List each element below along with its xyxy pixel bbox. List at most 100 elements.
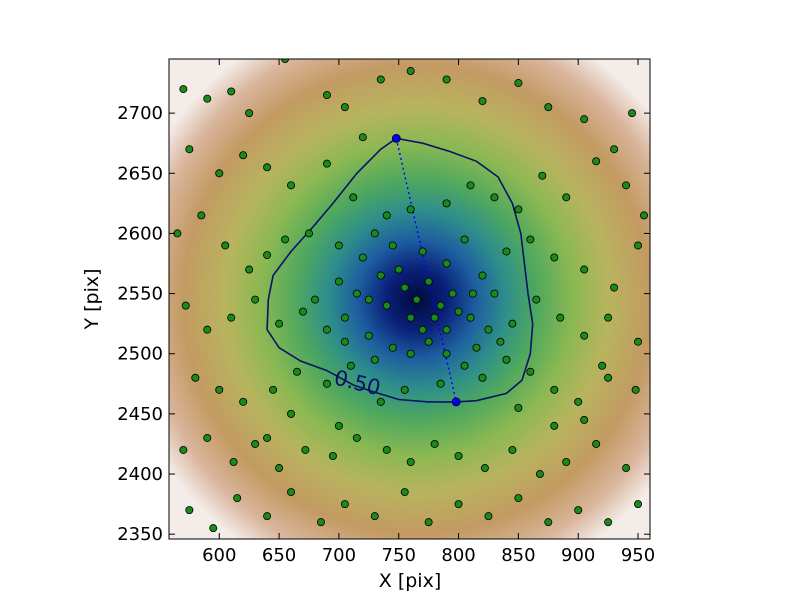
data-point-33	[622, 181, 631, 190]
data-point-140	[418, 325, 427, 334]
data-point-141	[430, 313, 439, 322]
data-point-128	[484, 512, 493, 521]
data-point-154	[287, 409, 296, 418]
data-point-2	[227, 87, 236, 96]
data-point-138	[388, 241, 397, 250]
data-point-125	[400, 488, 409, 497]
data-point-107	[382, 445, 391, 454]
y-tick-label-2500: 2500	[117, 344, 163, 365]
data-point-144	[468, 289, 477, 298]
data-point-49	[478, 271, 487, 280]
data-point-134	[310, 295, 319, 304]
data-point-12	[514, 79, 523, 88]
data-point-152	[496, 337, 505, 346]
data-point-26	[442, 199, 451, 208]
data-point-116	[622, 464, 631, 473]
data-point-57	[203, 325, 212, 334]
data-point-120	[263, 512, 272, 521]
data-point-28	[490, 193, 499, 202]
data-point-78	[634, 337, 643, 346]
data-point-101	[229, 458, 238, 467]
data-point-39	[263, 251, 272, 260]
data-point-51	[526, 235, 535, 244]
data-point-113	[535, 470, 544, 479]
x-tick-label-900: 900	[561, 545, 595, 566]
data-point-22	[322, 159, 331, 168]
data-point-84	[322, 379, 331, 388]
data-point-88	[406, 349, 415, 358]
data-point-38	[245, 265, 254, 274]
x-axis-label: X [pix]	[379, 570, 441, 592]
data-point-67	[412, 295, 421, 304]
data-point-3	[245, 109, 254, 118]
data-point-16	[628, 109, 637, 118]
data-point-156	[263, 433, 272, 442]
data-point-34	[640, 211, 649, 220]
data-point-20	[263, 163, 272, 172]
data-point-32	[592, 157, 601, 166]
data-point-70	[448, 289, 457, 298]
data-point-37	[221, 241, 230, 250]
x-tick-label-650: 650	[262, 545, 296, 566]
data-point-48	[460, 235, 469, 244]
data-point-115	[592, 439, 601, 448]
y-tick-label-2700: 2700	[117, 103, 163, 124]
data-point-85	[346, 361, 355, 370]
data-point-92	[478, 373, 487, 382]
data-point-106	[352, 433, 361, 442]
data-point-19	[239, 151, 248, 160]
data-point-151	[472, 343, 481, 352]
data-point-75	[556, 313, 565, 322]
data-point-108	[406, 458, 415, 467]
x-tick-label-850: 850	[501, 545, 535, 566]
data-point-64	[364, 295, 373, 304]
data-point-65	[382, 301, 391, 310]
data-point-104	[301, 445, 310, 454]
data-point-145	[490, 289, 499, 298]
data-point-90	[442, 349, 451, 358]
data-point-43	[358, 253, 367, 262]
data-point-129	[514, 494, 523, 503]
data-point-83	[293, 367, 302, 376]
data-point-94	[526, 367, 535, 376]
data-point-89	[424, 337, 433, 346]
y-tick-label-2450: 2450	[117, 404, 163, 425]
major-axis-endpoint-1	[451, 397, 461, 407]
data-point-68	[424, 277, 433, 286]
data-point-133	[634, 500, 643, 509]
data-point-159	[598, 361, 607, 370]
data-point-50	[502, 247, 511, 256]
data-point-114	[562, 458, 571, 467]
data-point-61	[299, 307, 308, 316]
data-point-81	[239, 397, 248, 406]
data-point-97	[604, 373, 613, 382]
data-point-11	[478, 97, 487, 106]
y-axis-label: Y [pix]	[81, 268, 103, 330]
data-point-6	[340, 103, 349, 112]
data-point-110	[454, 451, 463, 460]
data-point-105	[328, 451, 337, 460]
data-point-25	[406, 205, 415, 214]
data-point-118	[209, 524, 218, 533]
data-point-124	[370, 512, 379, 521]
x-axis: 600 650 700 750 800 850 900 950	[202, 59, 655, 566]
data-point-58	[227, 313, 236, 322]
y-tick-label-2600: 2600	[117, 223, 163, 244]
y-axis: 2350 2400 2450 2500 2550 2600 2650 2700	[117, 103, 650, 545]
data-point-44	[376, 271, 385, 280]
data-point-13	[544, 103, 553, 112]
data-point-98	[631, 385, 640, 394]
data-point-40	[281, 235, 290, 244]
data-point-146	[340, 337, 349, 346]
data-point-0	[179, 85, 188, 94]
data-point-132	[604, 518, 613, 527]
data-point-55	[634, 241, 643, 250]
data-point-87	[388, 343, 397, 352]
y-tick-label-2350: 2350	[117, 524, 163, 545]
data-point-137	[370, 229, 379, 238]
data-point-18	[215, 169, 224, 178]
major-axis-line	[395, 138, 457, 403]
data-point-99	[179, 445, 188, 454]
data-point-109	[430, 439, 439, 448]
